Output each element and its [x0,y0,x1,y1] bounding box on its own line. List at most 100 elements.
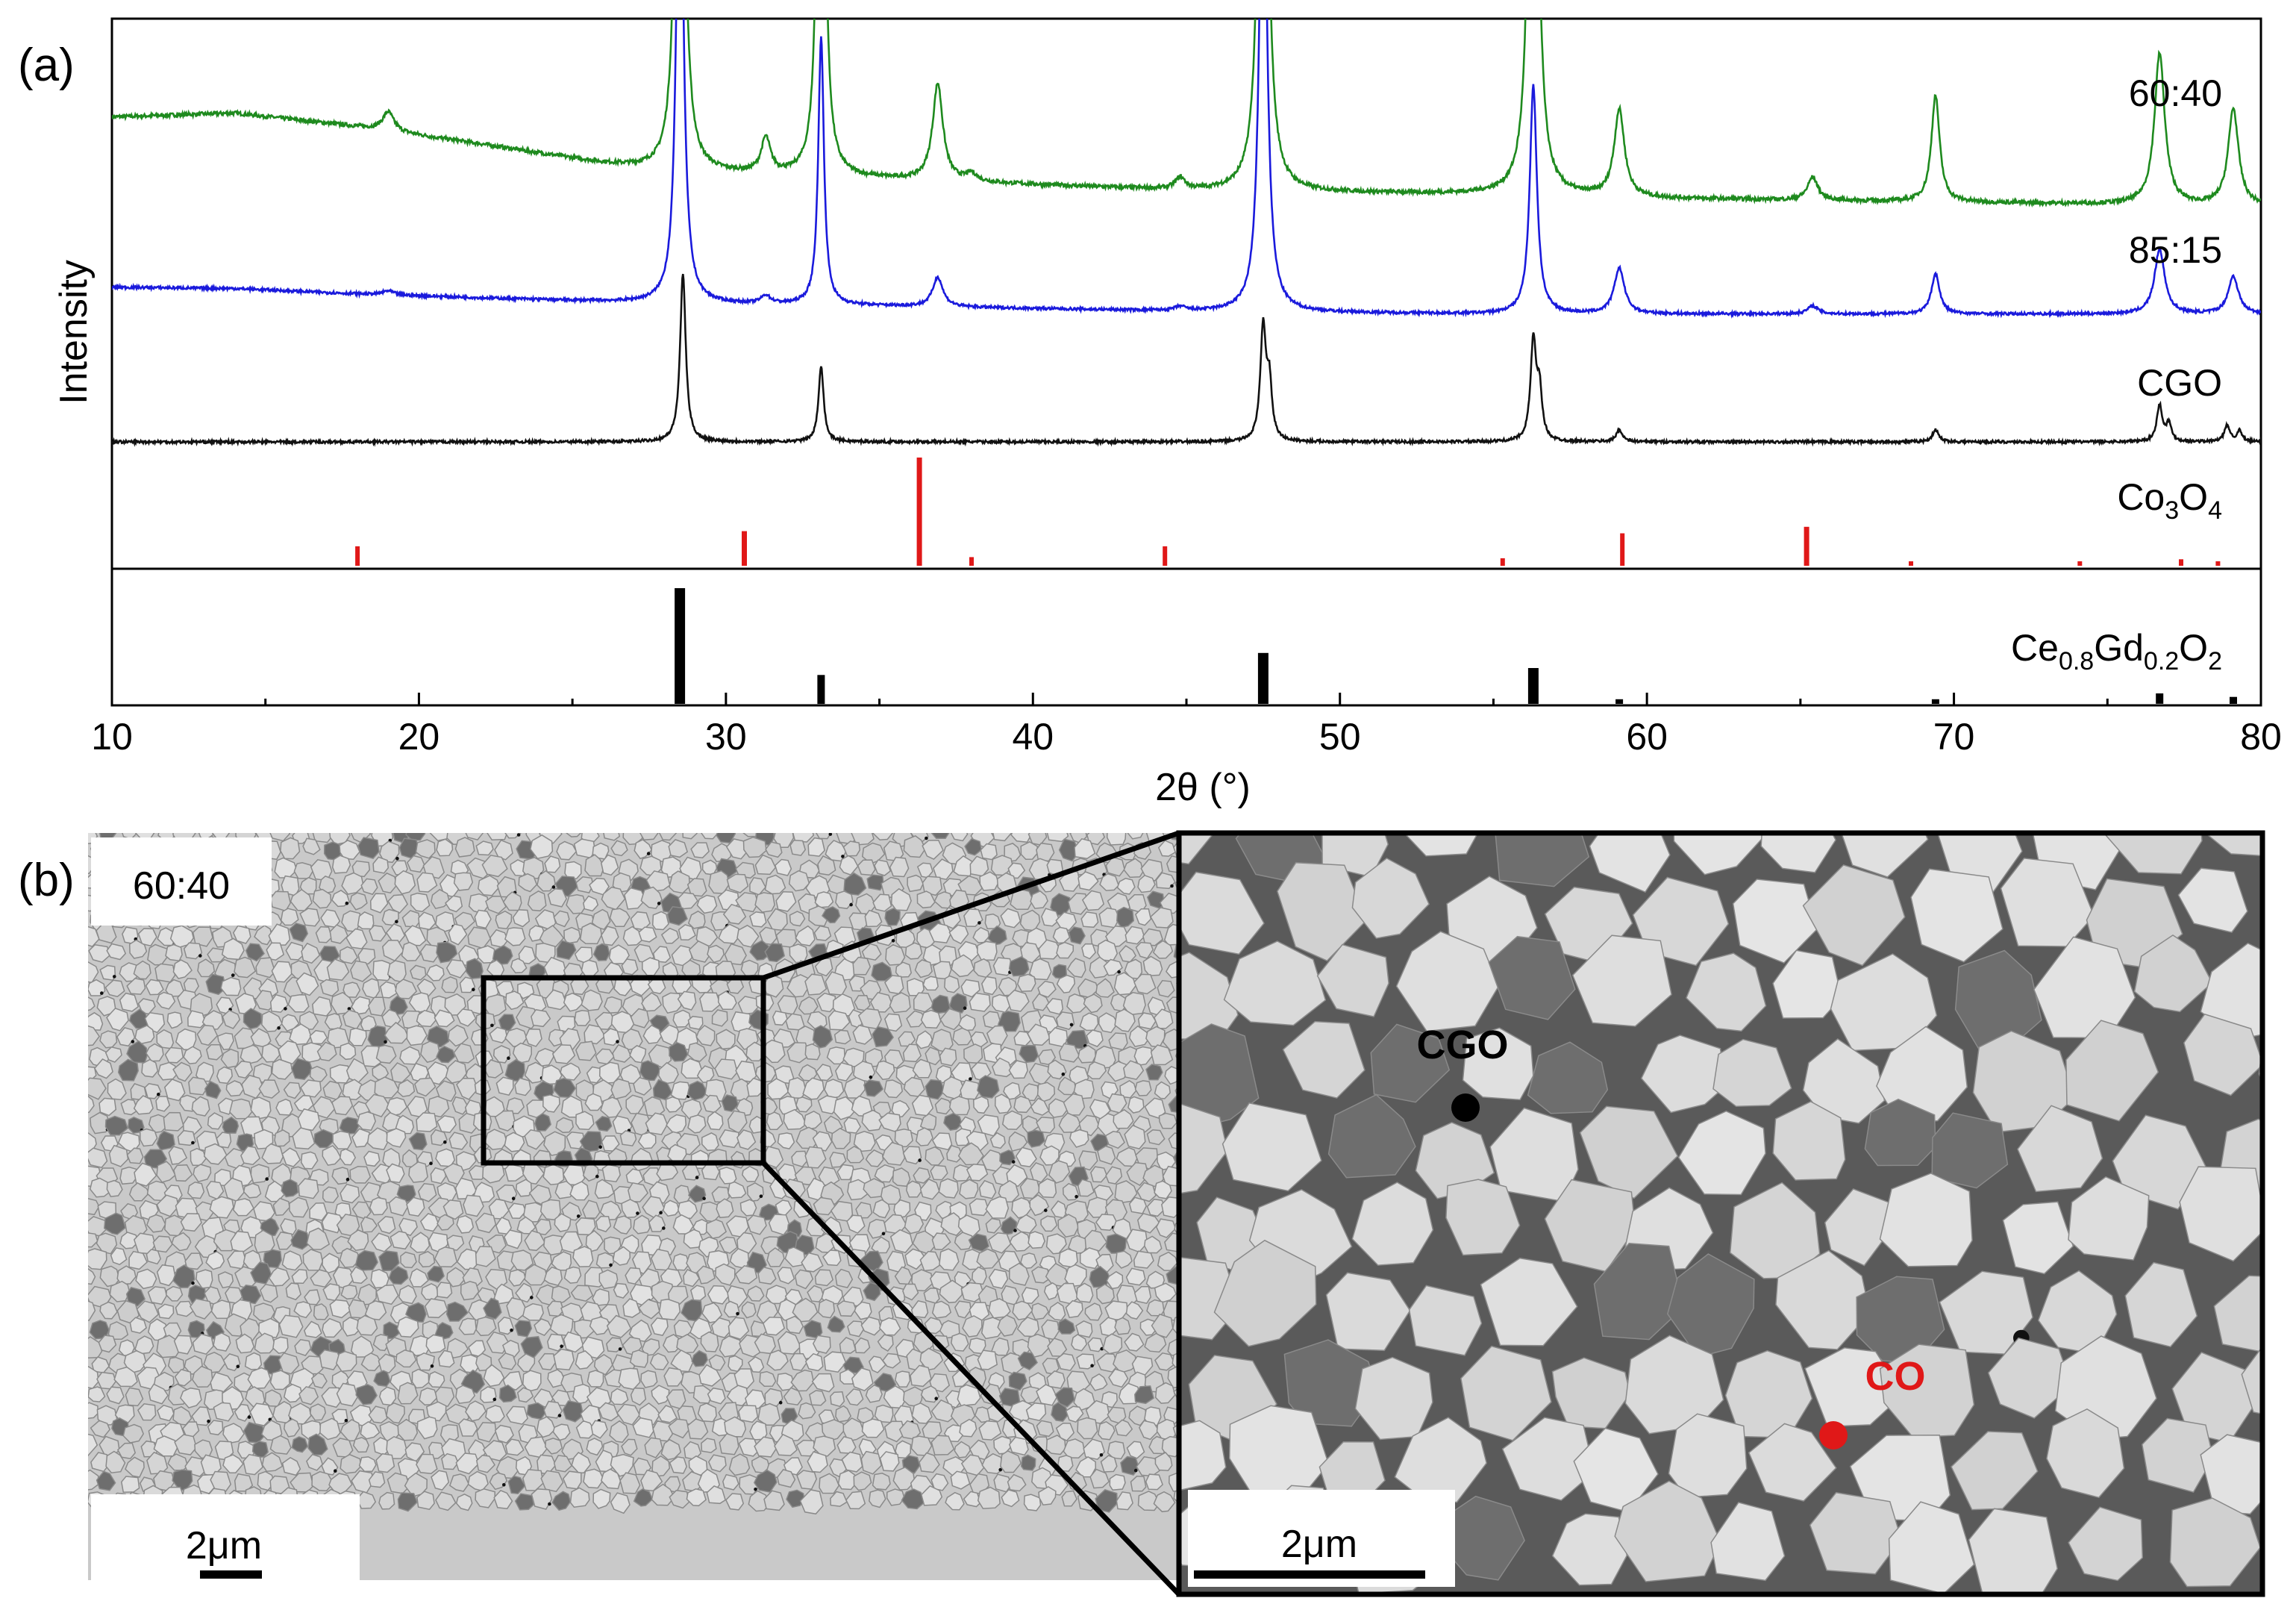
cgo-grain [1107,1061,1129,1082]
cobalt-oxide-grain [405,1302,427,1323]
cgo-grain [480,1386,497,1403]
cgo-grain [322,1145,342,1166]
cgo-grain [669,870,690,894]
cgo-grain [425,1334,446,1354]
cgo-grain [707,1111,724,1131]
cgo-grain [869,1489,886,1508]
marker-dot-co [1819,1421,1848,1450]
cgo-grain [249,1402,275,1426]
cgo-grain [736,1129,757,1150]
cgo-grain [783,1457,803,1476]
cobalt-oxide-grain [104,1115,128,1136]
cgo-grain [930,1473,949,1491]
cgo-grain [553,910,570,928]
cgo-grain [298,1178,319,1199]
pore [1075,1194,1078,1199]
cgo-grain [871,1236,890,1254]
cgo-grain [719,1129,739,1149]
cgo-grain [201,1010,224,1030]
cgo-grain [981,1452,1005,1474]
cgo-grain [319,1417,341,1441]
cgo-grain [250,1164,270,1184]
cobalt-oxide-grain [997,1011,1021,1032]
cgo-grain [243,1182,262,1199]
cgo-grain [621,1199,642,1218]
cgo-grain [522,1161,545,1185]
cgo-grain [164,1214,185,1237]
cgo-grain [283,1082,301,1099]
cgo-grain [1154,1452,1173,1471]
cgo-grain [1025,1402,1047,1422]
cgo-grain [914,959,933,979]
cgo-grain [399,1046,421,1065]
cobalt-oxide-grain [821,906,841,923]
cgo-grain [931,1132,953,1151]
cgo-grain [803,1110,822,1130]
pore [1133,1468,1138,1473]
cgo-grain [1126,1441,1145,1459]
cgo-grain [374,1076,400,1099]
cgo-grain [116,1027,136,1047]
cobalt-oxide-grain [355,1384,378,1405]
cobalt-oxide-grain [436,1046,456,1064]
cgo-grain [619,1130,637,1146]
cgo-grain [388,1196,409,1217]
cgo-grain [1354,1356,1433,1441]
cobalt-oxide-grain [1527,1041,1609,1114]
cgo-grain [285,941,304,961]
cgo-grain [627,1182,649,1202]
cobalt-oxide-grain [930,833,950,840]
cgo-grain [1114,1419,1133,1437]
cgo-grain [1677,1110,1766,1196]
cgo-grain [408,1161,428,1183]
cgo-grain [410,1232,431,1253]
cobalt-oxide-grain [871,961,893,982]
cgo-grain [300,1079,322,1098]
cgo-grain [902,1043,922,1063]
cgo-grain [682,833,698,840]
cgo-grain [1086,833,1106,846]
cgo-grain [340,1148,357,1166]
cgo-grain [213,1332,231,1352]
cgo-grain [705,1219,728,1239]
reference-stick-co3o4-2 [916,458,922,566]
cgo-grain [280,1217,297,1236]
cgo-grain [575,1111,595,1130]
cgo-grain [817,1095,839,1115]
marker-dot-cgo [1451,1093,1480,1122]
cgo-grain [1104,1131,1125,1149]
cgo-grain [192,926,213,947]
cgo-grain [431,1470,450,1491]
cgo-grain [427,1061,451,1085]
cgo-grain [351,1128,371,1148]
cobalt-oxide-grain [127,1116,145,1135]
cgo-grain [828,1010,851,1031]
cgo-grain [985,1196,1010,1219]
cgo-grain [134,1025,155,1045]
pore [759,1194,763,1198]
cgo-grain [868,1355,886,1373]
cgo-grain [123,1349,147,1374]
cgo-grain [600,1096,622,1118]
cgo-grain [818,1299,836,1319]
cgo-grain [349,892,368,911]
cgo-grain [411,1368,430,1389]
cgo-grain [906,1010,926,1028]
cgo-grain [1065,1299,1083,1319]
cgo-grain [563,992,584,1012]
cgo-grain [651,1455,671,1477]
ref-co3o4-sub1: 3 [2165,496,2179,525]
reference-stick-co3o4-6 [1620,533,1625,566]
cgo-grain [2133,934,2213,1013]
cgo-grain [168,1146,188,1165]
cgo-grain [1055,911,1077,932]
cgo-grain [672,1009,692,1028]
cgo-grain [476,1422,497,1443]
cgo-grain [772,1010,788,1026]
cgo-grain [184,1252,204,1270]
cobalt-oxide-grain [764,943,786,963]
cgo-grain [397,1382,419,1405]
cgo-grain [442,1199,464,1220]
cgo-grain [240,1146,260,1166]
cgo-grain [255,957,276,979]
